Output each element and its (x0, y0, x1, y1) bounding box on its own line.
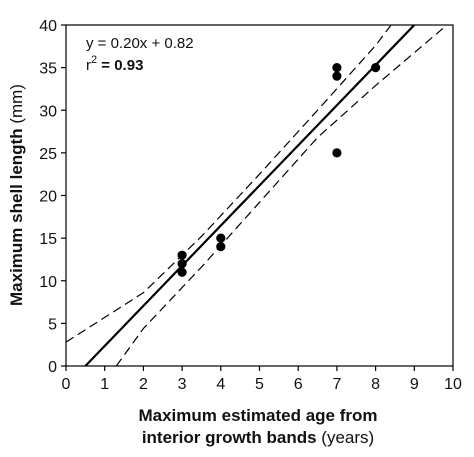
x-tick-label: 9 (410, 376, 419, 393)
y-tick-label: 35 (39, 61, 57, 78)
r2-prefix: r (86, 57, 91, 74)
x-tick-label: 5 (255, 376, 264, 393)
x-tick-label: 10 (444, 376, 462, 393)
confidence-band-upper (66, 25, 392, 343)
x-tick-label: 2 (139, 376, 148, 393)
data-point (371, 63, 381, 73)
data-point (216, 242, 226, 252)
data-point (177, 267, 187, 277)
plot-area (65, 24, 454, 367)
axis-ticks: 0 1 2 3 4 5 6 7 8 9 10 0 5 10 15 20 25 30 35 40 (39, 18, 462, 393)
x-tick-label: 1 (100, 376, 109, 393)
x-axis-title-line2: interior growth bands (years) (142, 428, 374, 447)
y-tick-label: 40 (39, 18, 57, 35)
y-tick-label: 20 (39, 189, 57, 206)
x-tick-label: 8 (371, 376, 380, 393)
data-point (332, 63, 342, 73)
r2-annotation: r2 = 0.93 (86, 54, 143, 74)
x-tick-label: 6 (294, 376, 303, 393)
data-point (177, 250, 187, 260)
x-axis-title-line2-main: interior growth bands (142, 428, 317, 447)
y-tick-label: 0 (48, 359, 57, 376)
y-axis-title: Maximum shell length (mm) (7, 84, 26, 306)
confidence-band-lower (115, 25, 448, 366)
data-point (332, 148, 342, 158)
y-axis-title-unit: (mm) (7, 84, 26, 124)
equation-annotation: y = 0.20x + 0.82 (86, 35, 194, 52)
data-marks (66, 25, 448, 366)
r2-value: = 0.93 (97, 57, 143, 74)
data-point (177, 259, 187, 269)
y-tick-label: 25 (39, 146, 57, 163)
data-point (216, 233, 226, 243)
y-tick-label: 5 (48, 316, 57, 333)
x-axis-title-line1: Maximum estimated age from (138, 406, 377, 425)
regression-line (84, 25, 416, 366)
plot-frame (65, 24, 454, 367)
x-tick-label: 3 (178, 376, 187, 393)
x-tick-label: 4 (216, 376, 225, 393)
x-tick-label: 7 (332, 376, 341, 393)
y-tick-label: 15 (39, 231, 57, 248)
y-tick-label: 10 (39, 274, 57, 291)
y-axis-title-main: Maximum shell length (7, 128, 26, 306)
x-axis-title-line2-unit: (years) (321, 428, 374, 447)
r2-superscript: 2 (91, 54, 97, 66)
y-tick-label: 30 (39, 103, 57, 120)
x-tick-label: 0 (62, 376, 71, 393)
data-point (332, 71, 342, 81)
